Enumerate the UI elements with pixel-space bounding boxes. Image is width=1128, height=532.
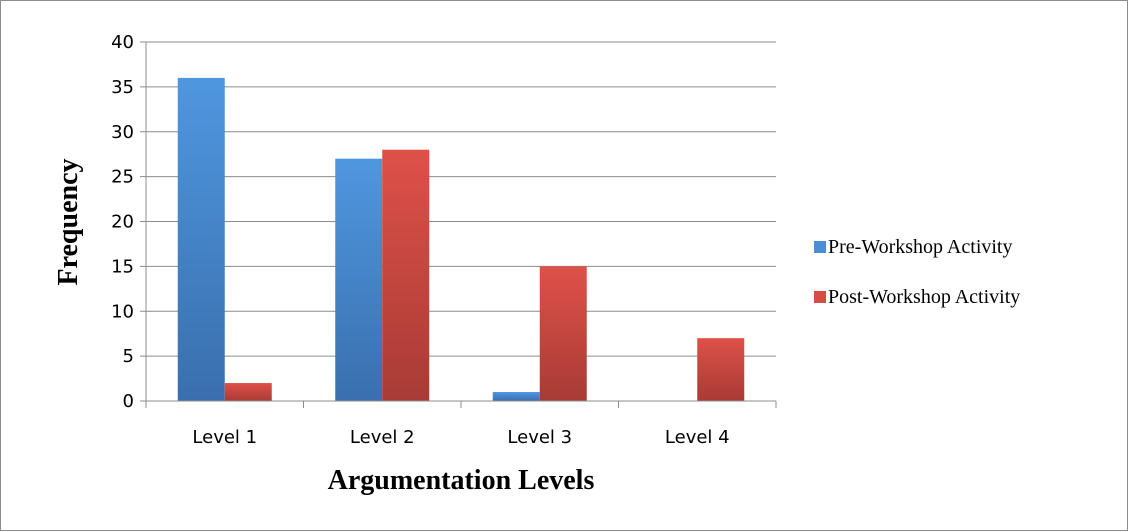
x-tick-label: Level 2: [350, 427, 415, 448]
x-tick-labels: Level 1 Level 2 Level 3 Level 4: [192, 427, 729, 448]
y-axis-title: Frequency: [53, 158, 84, 285]
y-tick-label: 10: [111, 301, 134, 322]
legend-label-pre: Pre-Workshop Activity: [828, 236, 1012, 258]
y-tick-label: 35: [111, 77, 134, 98]
y-tick-label: 30: [111, 122, 134, 143]
x-axis-title: Argumentation Levels: [328, 465, 595, 496]
bars: [177, 77, 745, 402]
bar-post-level-3: [539, 266, 587, 401]
x-tick-label: Level 1: [192, 427, 257, 448]
bar-post-level-1: [224, 383, 272, 401]
axes: [145, 42, 777, 408]
y-tick-label: 5: [123, 346, 134, 367]
legend-swatch-post: [814, 291, 826, 303]
legend-label-post: Post-Workshop Activity: [828, 286, 1020, 308]
legend-swatch-pre: [814, 241, 826, 253]
bar-pre-level-2: [335, 158, 383, 401]
bar-post-level-4: [697, 338, 745, 401]
y-tick-label: 0: [123, 391, 134, 412]
bar-post-level-2: [382, 149, 430, 401]
x-tick-label: Level 4: [665, 427, 730, 448]
y-tick-label: 20: [111, 212, 134, 233]
y-tick-label: 40: [111, 32, 134, 53]
bar-pre-level-3: [492, 392, 540, 401]
y-tick-label: 15: [111, 256, 134, 277]
x-tick-label: Level 3: [507, 427, 572, 448]
y-tick-label: 25: [111, 167, 134, 188]
legend: Pre-Workshop Activity Post-Workshop Activ…: [814, 236, 1020, 308]
gridlines: [140, 41, 776, 402]
bar-pre-level-1: [177, 77, 225, 402]
y-tick-labels: 0 5 10 15 20 25 30 35 40: [111, 32, 134, 412]
